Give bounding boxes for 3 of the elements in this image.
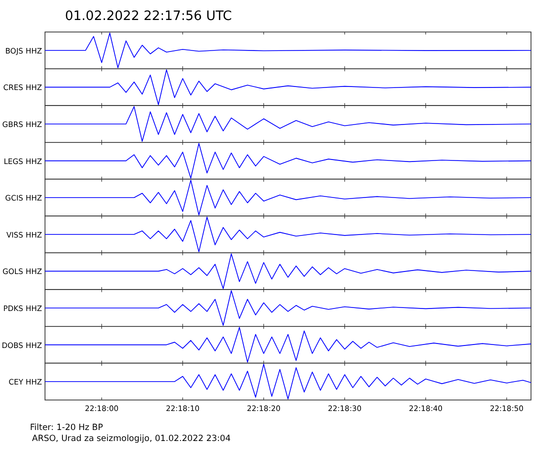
text: Filter: 1-20 Hz BP: [30, 423, 103, 433]
chart-title: 01.02.2022 22:17:56 UTC: [65, 9, 232, 24]
text: ARSO, Urad za seizmologijo, 01.02.2022 23:04: [32, 434, 231, 444]
